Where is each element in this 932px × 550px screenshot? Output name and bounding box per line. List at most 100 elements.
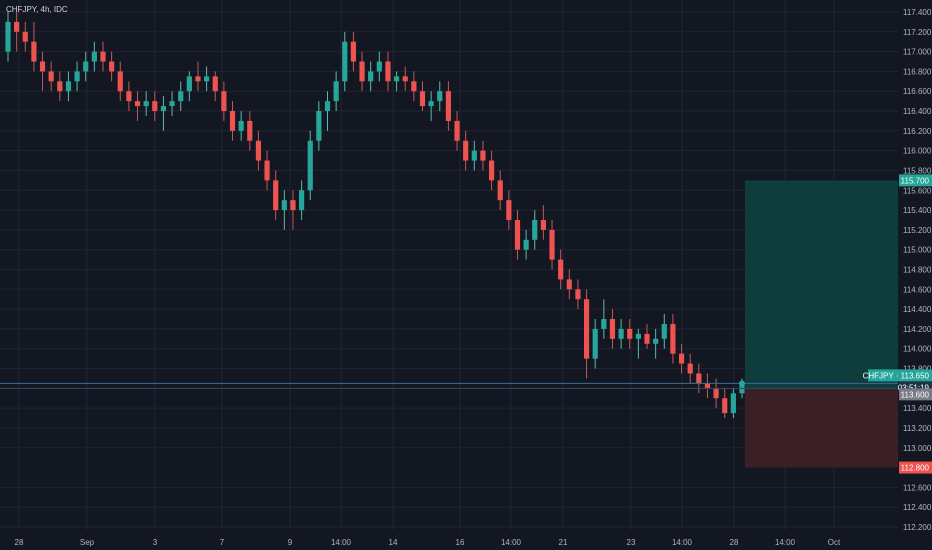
y-tick-label: 112.600 — [903, 483, 932, 492]
entry-price-badge-bg — [899, 388, 932, 401]
candle-body — [65, 81, 72, 92]
y-tick-label: 114.000 — [903, 345, 932, 354]
candle-body — [558, 259, 564, 280]
candle-body — [238, 120, 244, 131]
y-tick-label: 117.200 — [903, 28, 932, 37]
candle-body — [497, 180, 503, 201]
candle-body — [523, 239, 529, 250]
x-tick-label: 7 — [220, 538, 225, 547]
candle-body — [195, 76, 201, 82]
candle-body — [91, 51, 97, 62]
y-tick-label: 112.200 — [903, 523, 932, 532]
candle-body — [169, 101, 175, 107]
candle-body — [316, 111, 322, 141]
x-tick-label: 3 — [153, 538, 158, 547]
position-zones — [745, 180, 898, 468]
candle-body — [678, 353, 685, 364]
candle-body — [221, 91, 227, 112]
x-tick-label: 21 — [559, 538, 568, 547]
candle-body — [324, 101, 331, 112]
candle-body — [488, 160, 495, 181]
candle-body — [514, 219, 521, 250]
x-tick-label: 14:00 — [672, 538, 693, 547]
candle-body — [627, 328, 633, 339]
candle-body — [5, 21, 11, 52]
candle-body — [687, 363, 693, 374]
candle-body — [566, 279, 572, 290]
y-tick-label: 116.600 — [903, 87, 932, 96]
y-tick-label: 115.000 — [903, 246, 932, 255]
y-tick-label: 117.400 — [903, 8, 932, 17]
profit-zone — [745, 180, 898, 389]
candle-body — [83, 61, 89, 72]
x-tick-label: 28 — [15, 538, 24, 547]
candle-body — [264, 160, 270, 181]
y-tick-label: 112.400 — [903, 503, 932, 512]
candle-body — [178, 91, 184, 102]
candle-body — [212, 76, 218, 92]
candle-body — [713, 388, 719, 399]
y-tick-label: 116.400 — [903, 107, 932, 116]
candle-body — [670, 323, 676, 354]
candle-body — [445, 91, 451, 121]
candle-body — [134, 101, 141, 107]
y-tick-label: 115.400 — [903, 206, 932, 215]
candle-body — [342, 41, 348, 82]
y-tick-label: 113.800 — [903, 365, 932, 374]
candle-body — [290, 200, 296, 211]
target-price-badge-bg — [899, 174, 932, 187]
candle-body — [204, 76, 210, 82]
candle-body — [14, 21, 20, 32]
candle-body — [411, 81, 417, 92]
x-tick-label: 16 — [456, 538, 465, 547]
candle-body — [273, 180, 279, 211]
candle-body — [696, 373, 702, 384]
y-tick-label: 114.400 — [903, 305, 932, 314]
candle-body — [575, 289, 581, 300]
candle-body — [126, 91, 132, 102]
candle-body — [109, 61, 115, 72]
y-tick-label: 115.600 — [903, 186, 932, 195]
candle-body — [48, 71, 54, 82]
candle-body — [480, 150, 486, 161]
candle-body — [549, 229, 555, 260]
candle-body — [229, 111, 236, 131]
candle-body — [471, 150, 477, 161]
y-tick-label: 117.000 — [903, 48, 932, 57]
candle-body — [143, 101, 149, 107]
candle-body — [704, 383, 711, 389]
candle-body — [186, 76, 192, 92]
x-tick-label: 23 — [627, 538, 636, 547]
candle-body — [117, 71, 123, 92]
y-tick-label: 114.200 — [903, 325, 932, 334]
candle-body — [247, 120, 253, 141]
candle-body — [31, 41, 37, 62]
candle-body — [540, 219, 546, 230]
candle-body — [532, 219, 538, 240]
target-price-badge: 115.700 — [901, 176, 930, 185]
candle-body — [57, 81, 63, 92]
y-tick-label: 115.800 — [903, 166, 932, 175]
candle-body — [454, 120, 460, 141]
candle-body — [22, 31, 28, 42]
candle-body — [437, 91, 443, 102]
candle-body — [152, 101, 158, 112]
x-tick-label: 14:00 — [331, 538, 352, 547]
y-tick-label: 113.000 — [903, 444, 932, 453]
countdown-badge: 03:51:19 — [898, 383, 930, 392]
candle-body — [385, 61, 391, 82]
y-tick-label: 116.000 — [903, 147, 932, 156]
x-tick-label: Oct — [828, 538, 841, 547]
candle-body — [583, 299, 590, 359]
time-axis[interactable]: 28 Sep 3 7 9 14:00 14 16 14:00 21 23 14:00 28 14:00 Oc… — [15, 538, 841, 547]
candle-body — [601, 319, 607, 329]
last-price-dot — [739, 380, 745, 387]
current-price-badge: CHFJPY · 113.650 — [863, 371, 930, 380]
stop-price-badge: 112.800 — [901, 464, 930, 473]
chart-title: CHFJPY, 4h, IDC — [6, 5, 68, 14]
candle-body — [419, 91, 426, 107]
candle-body — [160, 106, 167, 112]
stop-price-badge-bg — [899, 461, 932, 474]
